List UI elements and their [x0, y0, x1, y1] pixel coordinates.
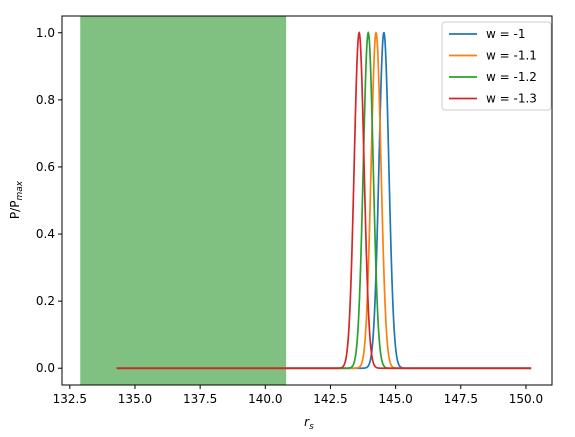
x-tick-label: 150.0	[509, 392, 543, 406]
y-tick-label: 0.6	[36, 160, 55, 174]
x-axis-ticks: 132.5 135.0 137.5 140.0 142.5 145.0 147.5 150.0	[53, 385, 543, 406]
x-tick-label: 132.5	[53, 392, 87, 406]
plot-frame	[61, 15, 553, 386]
y-tick-label: 0.0	[36, 361, 55, 375]
series-line-4	[116, 31, 532, 370]
y-axis-ticks: 0.0 0.2 0.4 0.6 0.8 1.0	[36, 26, 62, 375]
legend-items: w = -1 w = -1.1 w = -1.2 w = -1.3	[449, 27, 537, 106]
x-tick-label: 140.0	[248, 392, 282, 406]
legend-label: w = -1.1	[486, 49, 537, 63]
y-tick-label: 0.4	[36, 227, 55, 241]
x-tick-label: 147.5	[444, 392, 478, 406]
y-tick-label: 1.0	[36, 26, 55, 40]
legend-label: w = -1	[486, 27, 525, 41]
x-tick-label: 135.0	[118, 392, 152, 406]
y-tick-label: 0.8	[36, 93, 55, 107]
legend: w = -1 w = -1.1 w = -1.2 w = -1.3	[441, 21, 552, 111]
legend-box	[441, 21, 552, 111]
y-axis-label: P/Pmax	[8, 180, 25, 219]
x-tick-label: 142.5	[313, 392, 347, 406]
series-group	[116, 31, 532, 370]
legend-label: w = -1.2	[486, 70, 537, 84]
legend-label: w = -1.3	[486, 92, 537, 106]
y-tick-label: 0.2	[36, 294, 55, 308]
x-tick-label: 145.0	[378, 392, 412, 406]
x-axis-label: rs	[304, 415, 314, 432]
plot-area	[61, 15, 553, 386]
shaded-region	[80, 16, 287, 385]
x-tick-label: 137.5	[183, 392, 217, 406]
